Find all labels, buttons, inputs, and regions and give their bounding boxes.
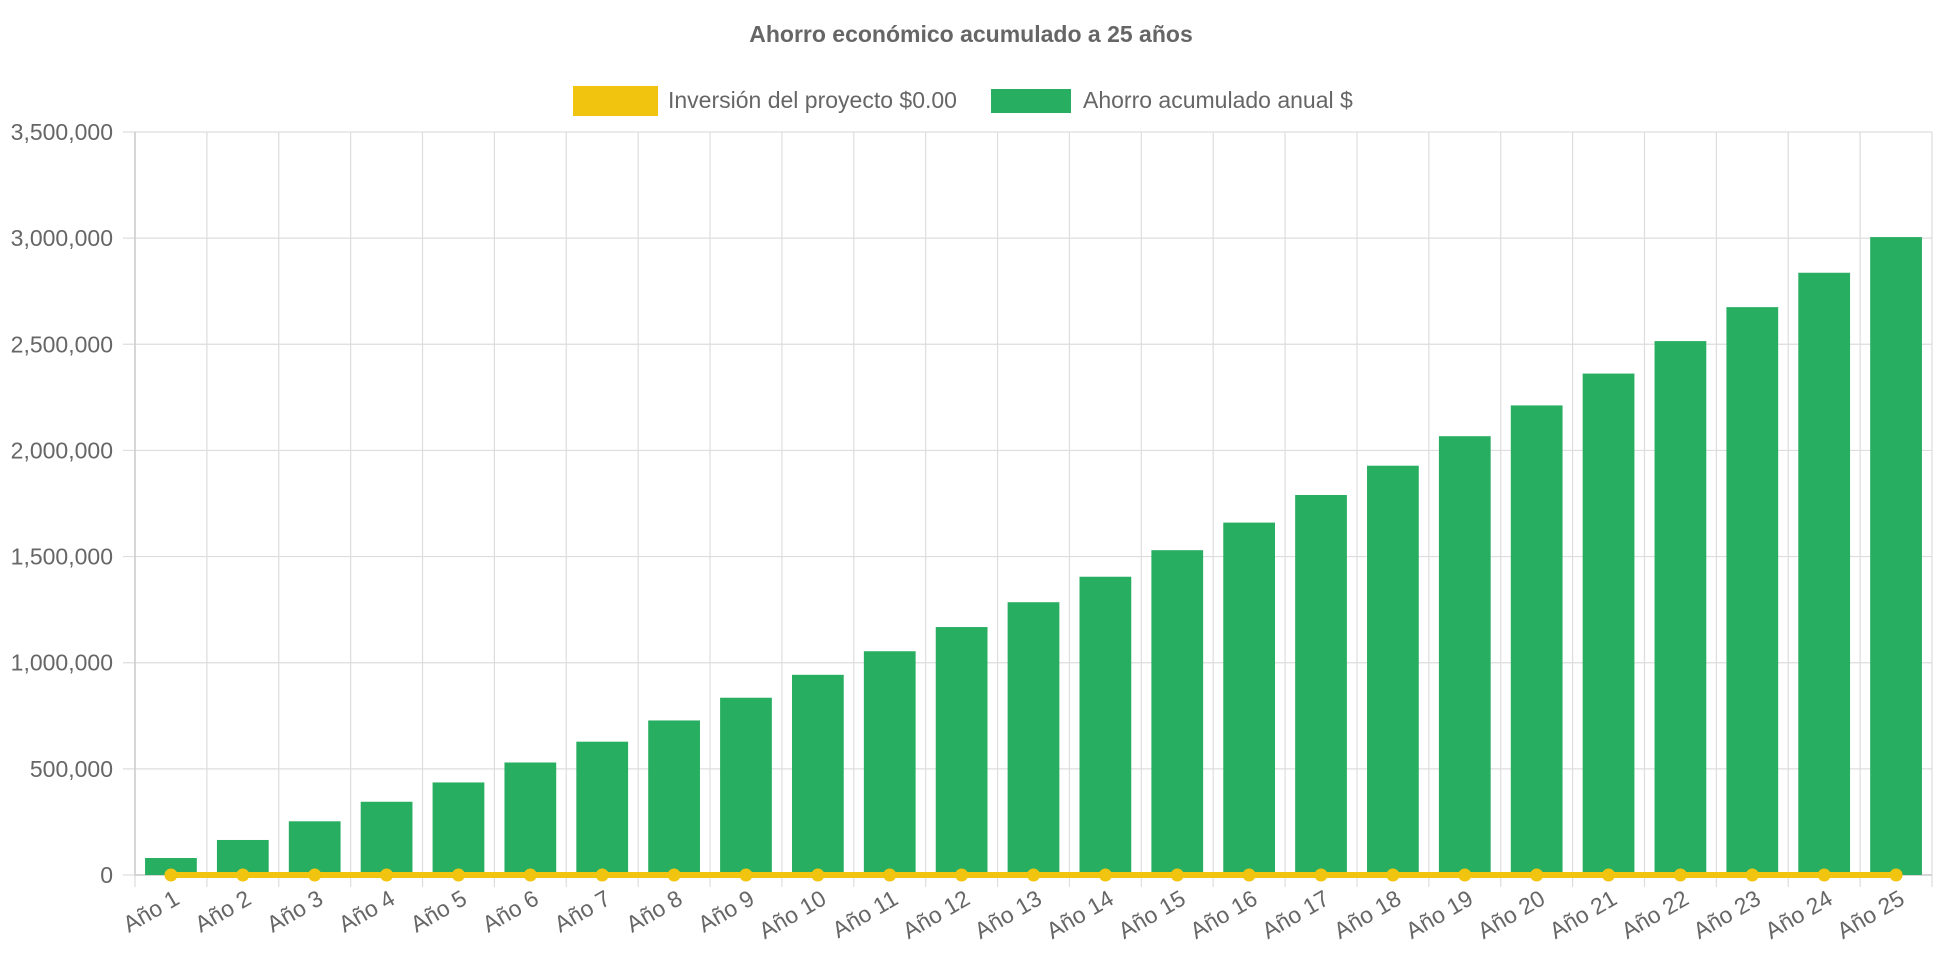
- bar-ahorro-12[interactable]: [935, 627, 988, 875]
- investment-point-19[interactable]: [1458, 868, 1472, 882]
- bars: [145, 237, 1922, 875]
- x-tick-label: Año 8: [622, 885, 687, 938]
- bar-ahorro-25[interactable]: [1870, 237, 1922, 875]
- x-tick-label: Año 10: [754, 885, 830, 944]
- x-tick-label: Año 24: [1761, 885, 1837, 944]
- x-tick-label: Año 13: [970, 885, 1046, 944]
- y-tick-label: 1,500,000: [11, 544, 113, 570]
- y-tick-label: 0: [100, 862, 113, 888]
- y-tick-label: 3,000,000: [11, 225, 113, 251]
- investment-point-13[interactable]: [1027, 868, 1040, 882]
- x-tick-label: Año 23: [1689, 885, 1765, 944]
- investment-point-8[interactable]: [667, 868, 681, 882]
- x-tick-label: Año 12: [898, 885, 974, 944]
- x-tick-label: Año 5: [406, 885, 471, 938]
- legend-item-savings[interactable]: Ahorro acumulado anual $: [991, 87, 1353, 113]
- x-axis-tick-labels: Año 1 Año 2 Año 3 Año 4 Año 5 Año 6 Año 7 Año 8…: [118, 885, 1908, 944]
- bar-ahorro-9[interactable]: [720, 697, 772, 875]
- investment-point-18[interactable]: [1386, 868, 1400, 882]
- bar-ahorro-23[interactable]: [1726, 307, 1779, 875]
- x-tick-label: Año 17: [1257, 885, 1333, 944]
- x-tick-label: Año 7: [550, 885, 615, 938]
- investment-point-4[interactable]: [380, 868, 394, 882]
- y-tick-label: 3,500,000: [11, 119, 113, 145]
- investment-point-7[interactable]: [595, 868, 609, 882]
- bar-ahorro-8[interactable]: [648, 720, 700, 875]
- y-axis-tick-labels: 0 500,000 1,000,000 1,500,000 2,000,000 2,500…: [11, 119, 113, 888]
- x-tick-label: Año 21: [1545, 885, 1621, 944]
- x-tick-label: Año 15: [1114, 885, 1190, 944]
- investment-point-6[interactable]: [523, 868, 537, 882]
- bar-ahorro-6[interactable]: [504, 762, 557, 875]
- investment-point-17[interactable]: [1314, 868, 1328, 882]
- investment-point-25[interactable]: [1889, 868, 1903, 882]
- investment-point-22[interactable]: [1673, 868, 1687, 882]
- investment-point-21[interactable]: [1602, 868, 1616, 882]
- x-tick-label: Año 16: [1186, 885, 1262, 944]
- bar-ahorro-5[interactable]: [432, 782, 485, 875]
- bar-ahorro-17[interactable]: [1295, 495, 1347, 875]
- x-tick-label: Año 3: [262, 885, 327, 938]
- x-tick-label: Año 9: [693, 885, 758, 938]
- bar-ahorro-3[interactable]: [288, 821, 341, 875]
- investment-point-12[interactable]: [955, 868, 969, 882]
- x-tick-label: Año 18: [1329, 885, 1405, 944]
- investment-point-16[interactable]: [1242, 868, 1256, 882]
- investment-point-20[interactable]: [1530, 868, 1544, 882]
- bar-ahorro-4[interactable]: [360, 801, 413, 875]
- grid-lines: [123, 131, 1933, 887]
- bar-ahorro-11[interactable]: [863, 651, 916, 875]
- legend-label-savings: Ahorro acumulado anual $: [1083, 87, 1353, 113]
- investment-point-1[interactable]: [164, 868, 178, 882]
- investment-point-2[interactable]: [236, 868, 250, 882]
- bar-ahorro-20[interactable]: [1510, 405, 1563, 875]
- bar-ahorro-14[interactable]: [1079, 576, 1132, 875]
- legend: Inversión del proyecto $0.00 Ahorro acum…: [573, 86, 1353, 116]
- legend-label-investment: Inversión del proyecto $0.00: [668, 87, 957, 113]
- legend-swatch-investment: [573, 86, 658, 116]
- bar-ahorro-15[interactable]: [1151, 550, 1204, 875]
- x-tick-label: Año 22: [1617, 885, 1693, 944]
- legend-swatch-savings: [991, 89, 1071, 113]
- investment-line: [164, 868, 1903, 882]
- y-tick-label: 500,000: [30, 756, 113, 782]
- x-tick-label: Año 6: [478, 885, 543, 938]
- investment-point-10[interactable]: [811, 868, 825, 882]
- x-tick-label: Año 19: [1401, 885, 1477, 944]
- investment-point-9[interactable]: [739, 868, 753, 882]
- x-tick-label: Año 11: [828, 885, 903, 943]
- bar-ahorro-24[interactable]: [1798, 272, 1851, 875]
- investment-point-23[interactable]: [1745, 868, 1759, 882]
- chart-title: Ahorro económico acumulado a 25 años: [749, 21, 1193, 47]
- bar-ahorro-18[interactable]: [1367, 465, 1419, 875]
- bar-ahorro-19[interactable]: [1438, 436, 1491, 875]
- y-tick-label: 2,000,000: [11, 437, 113, 463]
- investment-point-11[interactable]: [883, 868, 897, 882]
- investment-point-15[interactable]: [1170, 868, 1184, 882]
- x-tick-label: Año 2: [190, 885, 255, 938]
- bar-ahorro-13[interactable]: [1007, 602, 1060, 875]
- x-tick-label: Año 25: [1832, 885, 1908, 944]
- legend-item-investment[interactable]: Inversión del proyecto $0.00: [573, 86, 957, 116]
- bar-ahorro-1[interactable]: [145, 858, 197, 875]
- x-tick-label: Año 14: [1042, 885, 1118, 944]
- x-tick-label: Año 4: [334, 885, 399, 938]
- bar-ahorro-21[interactable]: [1582, 373, 1635, 875]
- bar-ahorro-10[interactable]: [791, 674, 844, 875]
- investment-point-24[interactable]: [1817, 868, 1831, 882]
- y-tick-label: 2,500,000: [11, 331, 113, 357]
- investment-point-3[interactable]: [308, 868, 322, 882]
- y-tick-label: 1,000,000: [11, 650, 113, 676]
- x-tick-label: Año 1: [118, 885, 183, 938]
- bar-ahorro-7[interactable]: [576, 741, 629, 875]
- bar-ahorro-16[interactable]: [1223, 522, 1276, 875]
- x-tick-label: Año 20: [1473, 885, 1549, 944]
- bar-ahorro-22[interactable]: [1654, 341, 1707, 875]
- investment-point-14[interactable]: [1098, 868, 1112, 882]
- investment-point-5[interactable]: [451, 868, 465, 882]
